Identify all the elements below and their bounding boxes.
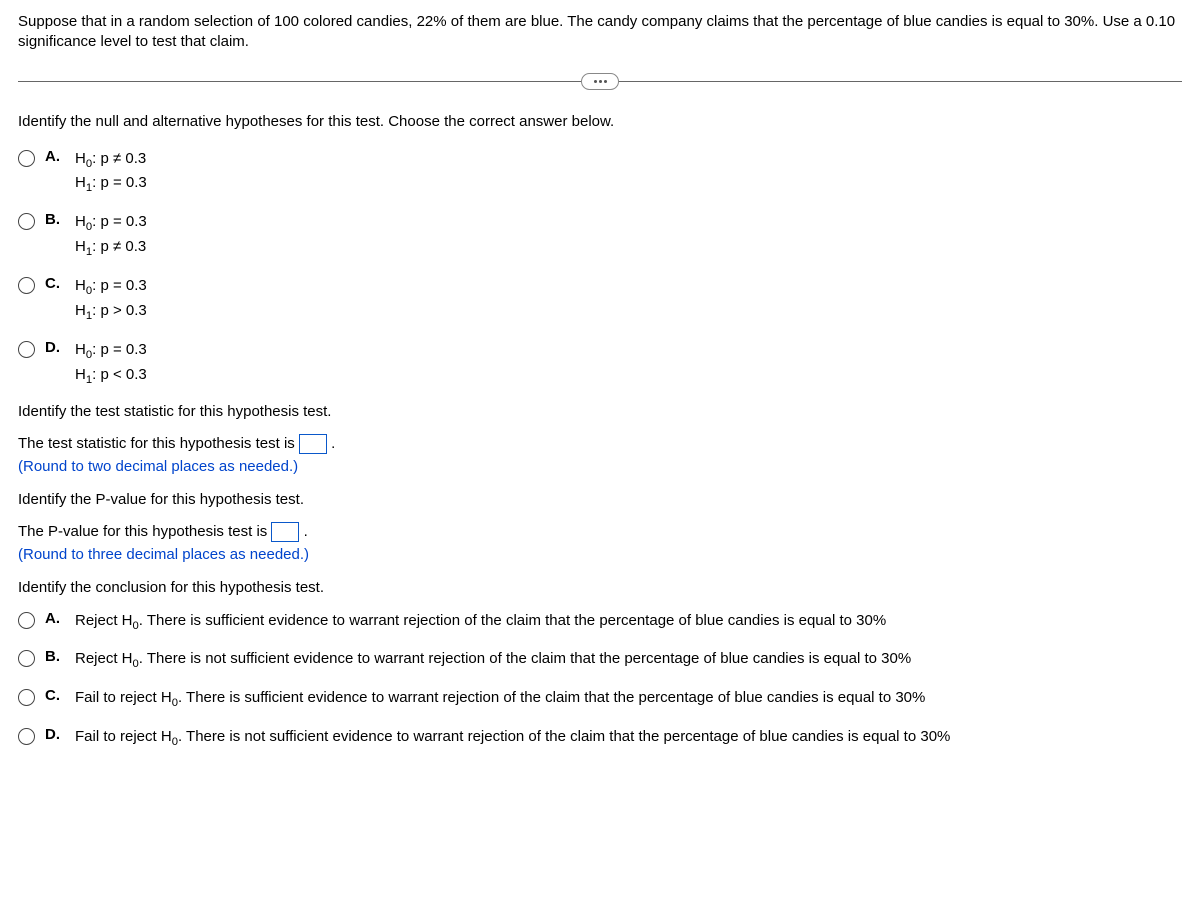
option-body: H0: p ≠ 0.3 H1: p = 0.3 <box>75 148 147 198</box>
radio-icon[interactable] <box>18 213 35 230</box>
q1-prompt: Identify the null and alternative hypoth… <box>18 113 1182 130</box>
q4-option-b[interactable]: B. Reject H0. There is not sufficient ev… <box>18 648 1182 673</box>
q4-prompt: Identify the conclusion for this hypothe… <box>18 579 1182 596</box>
q4-option-c[interactable]: C. Fail to reject H0. There is sufficien… <box>18 687 1182 712</box>
q3-pre: The P-value for this hypothesis test is <box>18 522 271 539</box>
option-body: Reject H0. There is not sufficient evide… <box>75 648 911 673</box>
section-divider <box>18 71 1182 91</box>
option-body: H0: p = 0.3 H1: p < 0.3 <box>75 339 147 389</box>
radio-icon[interactable] <box>18 612 35 629</box>
q1-option-b[interactable]: B. H0: p = 0.3 H1: p ≠ 0.3 <box>18 211 1182 261</box>
radio-icon[interactable] <box>18 728 35 745</box>
option-letter: C. <box>45 687 65 704</box>
radio-icon[interactable] <box>18 689 35 706</box>
option-letter: B. <box>45 211 65 228</box>
q2-note: (Round to two decimal places as needed.) <box>18 458 1182 475</box>
q1-option-d[interactable]: D. H0: p = 0.3 H1: p < 0.3 <box>18 339 1182 389</box>
q3-answer-line: The P-value for this hypothesis test is … <box>18 522 1182 542</box>
p-value-input[interactable] <box>271 522 299 542</box>
option-body: Reject H0. There is sufficient evidence … <box>75 610 886 635</box>
q1-options: A. H0: p ≠ 0.3 H1: p = 0.3 B. H0: p = 0.… <box>18 148 1182 389</box>
option-body: H0: p = 0.3 H1: p ≠ 0.3 <box>75 211 147 261</box>
option-body: H0: p = 0.3 H1: p > 0.3 <box>75 275 147 325</box>
q2-prompt: Identify the test statistic for this hyp… <box>18 403 1182 420</box>
q3-note: (Round to three decimal places as needed… <box>18 546 1182 563</box>
q4-option-d[interactable]: D. Fail to reject H0. There is not suffi… <box>18 726 1182 751</box>
problem-statement: Suppose that in a random selection of 10… <box>18 12 1182 53</box>
q4-options: A. Reject H0. There is sufficient eviden… <box>18 610 1182 752</box>
q2-answer-line: The test statistic for this hypothesis t… <box>18 434 1182 454</box>
radio-icon[interactable] <box>18 277 35 294</box>
option-letter: A. <box>45 148 65 165</box>
test-statistic-input[interactable] <box>299 434 327 454</box>
q1-option-a[interactable]: A. H0: p ≠ 0.3 H1: p = 0.3 <box>18 148 1182 198</box>
option-letter: B. <box>45 648 65 665</box>
q3-post: . <box>304 522 308 539</box>
option-letter: A. <box>45 610 65 627</box>
radio-icon[interactable] <box>18 341 35 358</box>
q2-pre: The test statistic for this hypothesis t… <box>18 434 299 451</box>
option-letter: C. <box>45 275 65 292</box>
option-body: Fail to reject H0. There is not sufficie… <box>75 726 950 751</box>
option-body: Fail to reject H0. There is sufficient e… <box>75 687 925 712</box>
expand-button[interactable] <box>581 73 619 90</box>
q2-post: . <box>331 434 335 451</box>
radio-icon[interactable] <box>18 650 35 667</box>
radio-icon[interactable] <box>18 150 35 167</box>
q3-prompt: Identify the P-value for this hypothesis… <box>18 491 1182 508</box>
q4-option-a[interactable]: A. Reject H0. There is sufficient eviden… <box>18 610 1182 635</box>
option-letter: D. <box>45 726 65 743</box>
q1-option-c[interactable]: C. H0: p = 0.3 H1: p > 0.3 <box>18 275 1182 325</box>
option-letter: D. <box>45 339 65 356</box>
